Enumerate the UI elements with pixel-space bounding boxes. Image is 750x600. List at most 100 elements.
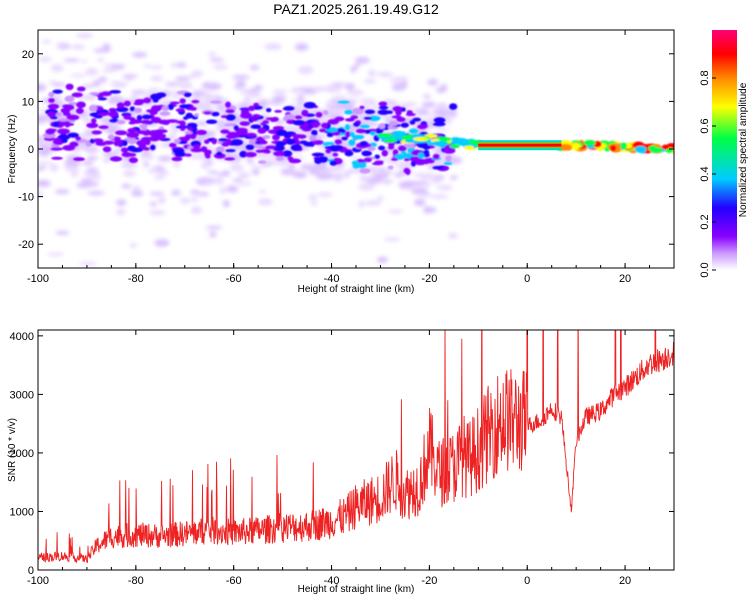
- spectral-blob: [183, 92, 192, 98]
- spectral-halo: [155, 65, 162, 70]
- spectral-halo: [359, 98, 377, 104]
- spectral-blob: [245, 144, 255, 151]
- spectral-halo: [427, 120, 437, 128]
- spectral-halo: [427, 78, 439, 86]
- spectral-blob: [661, 144, 670, 150]
- spectral-blob: [189, 106, 197, 111]
- snr-x-ticks: -100 -80 -60 -40 -20 0 20: [27, 330, 675, 587]
- spectral-blob: [278, 150, 285, 156]
- x-tick-label: -60: [226, 273, 242, 285]
- spectral-blob: [332, 152, 339, 157]
- spectral-halo: [382, 180, 392, 184]
- spectral-blob: [391, 115, 402, 119]
- spectral-halo: [179, 197, 191, 204]
- spectral-halo: [249, 91, 262, 98]
- spectral-halo: [271, 159, 288, 166]
- spectral-halo: [80, 178, 92, 183]
- spectral-halo: [342, 171, 351, 178]
- spectral-halo: [449, 175, 458, 180]
- spectral-halo: [102, 43, 111, 52]
- spectral-blob: [116, 120, 126, 125]
- spectral-halo: [216, 104, 225, 111]
- spectral-blob: [91, 118, 97, 124]
- spectral-blob: [225, 109, 235, 114]
- spectral-blob: [445, 155, 452, 162]
- spectral-blob: [215, 146, 225, 153]
- spectral-blob: [187, 126, 193, 131]
- spectral-blob: [432, 153, 440, 160]
- spectral-halo: [205, 225, 223, 230]
- spectral-halo: [175, 76, 190, 82]
- spectral-halo: [272, 97, 283, 104]
- spectral-blob: [57, 118, 69, 122]
- spectral-blob: [258, 160, 267, 165]
- spectral-halo: [238, 171, 250, 179]
- spectral-halo: [313, 86, 327, 92]
- spectral-halo: [142, 162, 150, 167]
- spectral-halo: [262, 155, 275, 160]
- spectral-blob: [334, 139, 343, 145]
- spectral-blob: [309, 134, 317, 142]
- spectral-blob: [359, 168, 371, 174]
- spectral-blob: [378, 123, 386, 130]
- spectral-blob: [76, 86, 86, 92]
- spectral-blob: [93, 115, 103, 119]
- spectral-blob: [348, 139, 356, 146]
- spectral-blob: [47, 103, 60, 110]
- spectral-blob: [265, 145, 277, 150]
- spectral-halo: [190, 189, 200, 195]
- spectral-halo: [358, 200, 365, 208]
- spectral-blob: [282, 150, 293, 157]
- spectral-halo: [87, 174, 102, 180]
- spectral-blob: [184, 153, 192, 157]
- spectral-blob: [583, 139, 596, 146]
- x-tick-label: -80: [128, 575, 144, 587]
- spectral-blob: [141, 127, 148, 131]
- spectral-halo: [153, 7, 166, 12]
- spectral-blob: [184, 130, 193, 135]
- spectral-halo: [171, 90, 179, 98]
- spectral-blob: [337, 100, 350, 104]
- spectral-halo: [209, 58, 225, 62]
- spectral-blob: [301, 109, 309, 117]
- spectral-blob: [359, 141, 368, 147]
- spectral-blob: [141, 114, 152, 120]
- spectral-blob: [341, 136, 348, 141]
- spectral-blob: [136, 140, 148, 146]
- spectral-blob: [149, 144, 156, 151]
- spectral-blob: [169, 142, 177, 148]
- spectral-blob: [344, 124, 350, 131]
- spectral-blob: [364, 109, 376, 115]
- spectral-halo: [431, 178, 441, 184]
- spectral-halo: [354, 63, 361, 68]
- spectral-blob: [116, 102, 125, 109]
- spectral-blob: [367, 146, 376, 152]
- spectral-blob: [191, 99, 200, 104]
- spectral-blob: [359, 105, 365, 110]
- spectral-halo: [389, 78, 404, 83]
- spectral-halo: [308, 194, 318, 200]
- spectral-blob: [102, 146, 112, 153]
- spectral-halo: [149, 209, 166, 216]
- spectral-halo: [55, 230, 70, 235]
- spectral-halo: [86, 155, 98, 161]
- spectral-halo: [38, 191, 44, 197]
- spectral-halo: [294, 43, 309, 51]
- spectral-blob: [344, 150, 354, 157]
- spectral-blob: [351, 134, 365, 140]
- spectral-halo: [346, 169, 363, 173]
- spectral-halo: [357, 183, 376, 191]
- spectral-blob: [50, 147, 64, 151]
- spectral-blob: [221, 141, 230, 147]
- spectral-halo: [328, 108, 343, 115]
- spectral-blob: [62, 112, 71, 117]
- spectral-blob: [398, 145, 407, 152]
- spectral-halo: [364, 200, 382, 206]
- spectral-halo: [344, 82, 355, 91]
- spectral-blob: [216, 151, 223, 157]
- spectrogram-y-label: Frequency (Hz): [7, 115, 18, 184]
- spectral-halo: [346, 89, 365, 96]
- y-tick-label: 0: [28, 565, 34, 577]
- spectral-blob: [205, 119, 218, 125]
- spectral-halo: [178, 82, 193, 89]
